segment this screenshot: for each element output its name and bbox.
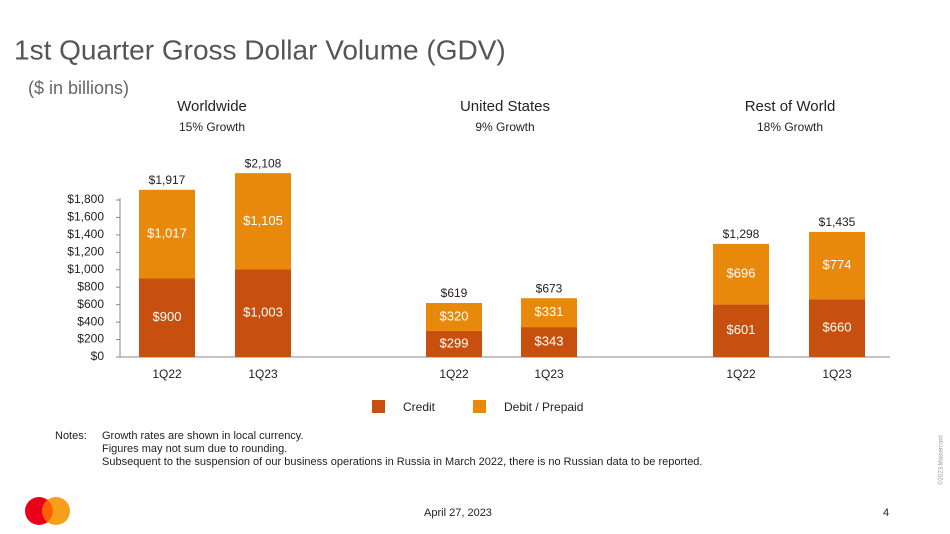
- y-tick-label: $0: [91, 349, 105, 363]
- group-growth: 15% Growth: [179, 120, 245, 134]
- copyright: ©2023 Mastercard: [938, 435, 945, 484]
- x-tick-label: 1Q23: [248, 367, 278, 381]
- legend-label: Debit / Prepaid: [504, 400, 583, 414]
- bar-segment: [809, 299, 865, 357]
- group-growth: 9% Growth: [475, 120, 534, 134]
- value-label: $331: [535, 304, 564, 319]
- page-number: 4: [883, 507, 889, 519]
- value-label: $696: [727, 266, 756, 281]
- y-tick-label: $1,400: [67, 227, 104, 241]
- group-title: Worldwide: [177, 98, 247, 115]
- legend-swatch: [473, 400, 486, 413]
- total-label: $1,435: [819, 215, 856, 229]
- value-label: $1,003: [243, 305, 283, 320]
- date: April 27, 2023: [424, 507, 492, 519]
- y-tick-label: $1,800: [67, 192, 104, 206]
- value-label: $343: [535, 333, 564, 348]
- y-tick-label: $400: [77, 314, 104, 328]
- total-label: $619: [441, 286, 468, 300]
- bar-segment: [426, 303, 482, 331]
- legend-label: Credit: [403, 400, 436, 414]
- group-title: Rest of World: [745, 98, 836, 115]
- group-growth: 18% Growth: [757, 120, 823, 134]
- note: Figures may not sum due to rounding.: [102, 443, 287, 455]
- bar-segment: [139, 278, 195, 357]
- value-label: $1,017: [147, 226, 187, 241]
- bar-segment: [809, 231, 865, 300]
- bar-segment: [521, 327, 577, 357]
- x-tick-label: 1Q22: [439, 367, 469, 381]
- chart-subtitle: ($ in billions): [28, 78, 129, 98]
- value-label: $299: [440, 335, 469, 350]
- total-label: $1,298: [723, 227, 760, 241]
- total-label: $673: [536, 281, 563, 295]
- logo: [25, 497, 70, 525]
- x-tick-label: 1Q22: [152, 367, 182, 381]
- bar-segment: [235, 269, 291, 357]
- value-label: $900: [153, 309, 182, 324]
- total-label: $2,108: [245, 156, 282, 170]
- bar-segment: [713, 243, 769, 305]
- y-tick-label: $1,600: [67, 210, 104, 224]
- x-tick-label: 1Q22: [726, 367, 756, 381]
- bar-segment: [713, 304, 769, 357]
- group-title: United States: [460, 98, 550, 115]
- value-label: $1,105: [243, 213, 283, 228]
- legend-swatch: [372, 400, 385, 413]
- y-tick-label: $1,000: [67, 262, 104, 276]
- chart-title: 1st Quarter Gross Dollar Volume (GDV): [14, 34, 506, 65]
- bar-segment: [426, 330, 482, 357]
- value-label: $320: [440, 308, 469, 323]
- bar-segment: [521, 298, 577, 328]
- value-label: $660: [823, 320, 852, 335]
- note: Subsequent to the suspension of our busi…: [102, 456, 702, 468]
- value-label: $774: [823, 257, 852, 272]
- y-tick-label: $1,200: [67, 245, 104, 259]
- x-tick-label: 1Q23: [822, 367, 852, 381]
- y-tick-label: $800: [77, 279, 104, 293]
- total-label: $1,917: [149, 173, 186, 187]
- bar-segment: [139, 189, 195, 279]
- y-tick-label: $600: [77, 297, 104, 311]
- bar-segment: [235, 173, 291, 270]
- notes-label: Notes:: [55, 430, 87, 442]
- value-label: $601: [727, 322, 756, 337]
- x-tick-label: 1Q23: [534, 367, 564, 381]
- y-tick-label: $200: [77, 332, 104, 346]
- note: Growth rates are shown in local currency…: [102, 430, 304, 442]
